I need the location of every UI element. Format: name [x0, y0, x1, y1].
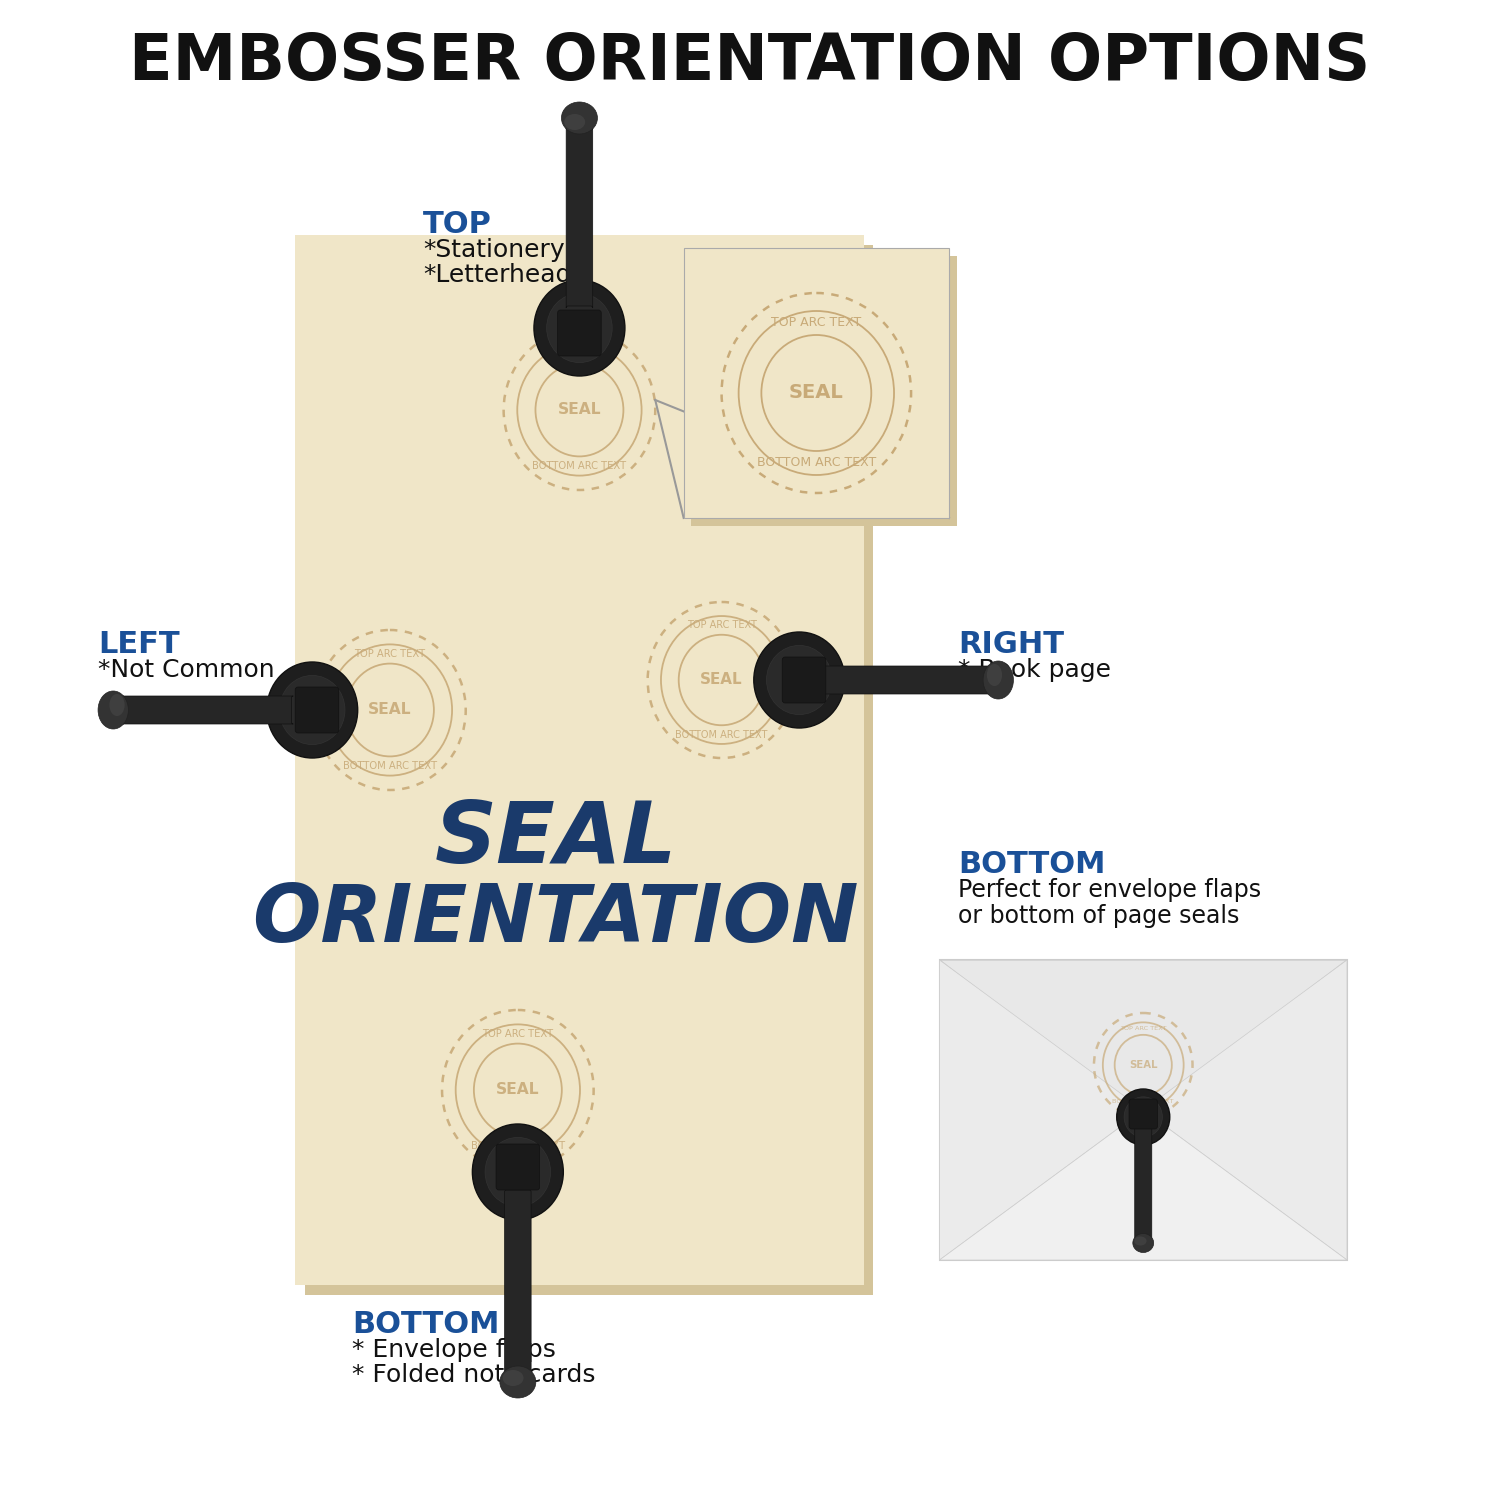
Ellipse shape [1134, 1236, 1146, 1245]
Text: SEAL: SEAL [496, 1083, 540, 1098]
Text: BOTTOM ARC TEXT: BOTTOM ARC TEXT [675, 729, 768, 740]
FancyBboxPatch shape [684, 248, 950, 518]
FancyBboxPatch shape [566, 128, 592, 308]
Text: TOP: TOP [423, 210, 492, 238]
Circle shape [267, 662, 357, 758]
Text: BOTTOM ARC TEXT: BOTTOM ARC TEXT [344, 760, 436, 771]
Circle shape [1124, 1096, 1162, 1137]
Ellipse shape [98, 692, 129, 729]
Text: TOP ARC TEXT: TOP ARC TEXT [544, 350, 615, 358]
FancyBboxPatch shape [123, 696, 294, 724]
Text: SEAL: SEAL [700, 672, 742, 687]
Ellipse shape [561, 102, 597, 134]
Text: BOTTOM ARC TEXT: BOTTOM ARC TEXT [1113, 1100, 1174, 1104]
Text: BOTTOM: BOTTOM [352, 1310, 500, 1340]
FancyBboxPatch shape [939, 960, 1347, 1260]
FancyBboxPatch shape [504, 1190, 531, 1374]
Text: TOP ARC TEXT: TOP ARC TEXT [1120, 1026, 1167, 1030]
Text: TOP ARC TEXT: TOP ARC TEXT [483, 1029, 554, 1039]
Ellipse shape [982, 662, 1014, 699]
FancyBboxPatch shape [692, 256, 957, 526]
Polygon shape [939, 1110, 1347, 1260]
Circle shape [472, 1124, 564, 1220]
Text: TOP ARC TEXT: TOP ARC TEXT [354, 650, 426, 658]
FancyBboxPatch shape [782, 657, 826, 704]
Ellipse shape [564, 114, 585, 130]
Text: ORIENTATION: ORIENTATION [252, 880, 859, 959]
Text: Perfect for envelope flaps: Perfect for envelope flaps [958, 878, 1262, 902]
Text: EMBOSSER ORIENTATION OPTIONS: EMBOSSER ORIENTATION OPTIONS [129, 32, 1371, 93]
Text: * Book page: * Book page [958, 658, 1112, 682]
Text: SEAL: SEAL [435, 798, 676, 882]
Text: SEAL: SEAL [368, 702, 411, 717]
FancyBboxPatch shape [296, 687, 339, 734]
Circle shape [534, 280, 626, 376]
Text: SEAL: SEAL [558, 402, 602, 417]
Circle shape [1116, 1089, 1170, 1144]
Circle shape [546, 294, 612, 363]
Text: *Not Common: *Not Common [98, 658, 274, 682]
Circle shape [754, 632, 844, 728]
Text: LEFT: LEFT [98, 630, 180, 658]
Polygon shape [939, 960, 1143, 1260]
FancyBboxPatch shape [1134, 1126, 1152, 1239]
Ellipse shape [987, 664, 1002, 686]
FancyBboxPatch shape [496, 1144, 540, 1190]
FancyBboxPatch shape [296, 236, 864, 1286]
FancyBboxPatch shape [1130, 1100, 1158, 1130]
Text: SEAL: SEAL [789, 384, 843, 402]
Text: BOTTOM ARC TEXT: BOTTOM ARC TEXT [532, 460, 627, 471]
Text: * Folded note cards: * Folded note cards [352, 1364, 596, 1388]
Text: SEAL: SEAL [1130, 1060, 1158, 1070]
Text: BOTTOM ARC TEXT: BOTTOM ARC TEXT [756, 456, 876, 470]
Circle shape [484, 1137, 550, 1206]
Ellipse shape [1132, 1233, 1154, 1252]
Ellipse shape [110, 694, 125, 715]
FancyBboxPatch shape [304, 244, 873, 1294]
Text: BOTTOM ARC TEXT: BOTTOM ARC TEXT [471, 1142, 566, 1150]
Circle shape [766, 645, 832, 714]
Text: *Stationery: *Stationery [423, 238, 564, 262]
Text: * Envelope flaps: * Envelope flaps [352, 1338, 556, 1362]
Text: BOTTOM: BOTTOM [958, 850, 1106, 879]
Circle shape [279, 675, 345, 744]
Text: TOP ARC TEXT: TOP ARC TEXT [771, 316, 861, 330]
Text: RIGHT: RIGHT [958, 630, 1065, 658]
Text: TOP ARC TEXT: TOP ARC TEXT [687, 621, 756, 630]
Polygon shape [939, 960, 1347, 1116]
Text: or bottom of page seals: or bottom of page seals [958, 904, 1240, 928]
FancyBboxPatch shape [558, 310, 602, 356]
Text: *Letterhead: *Letterhead [423, 262, 572, 286]
Polygon shape [1143, 960, 1347, 1260]
Ellipse shape [500, 1366, 536, 1398]
FancyBboxPatch shape [816, 666, 990, 694]
Ellipse shape [503, 1370, 524, 1386]
